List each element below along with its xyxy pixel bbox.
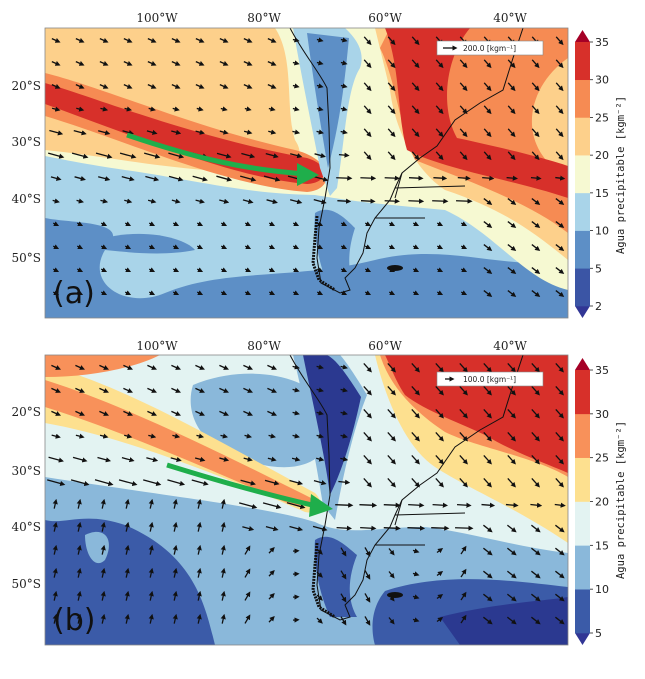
colorbar-extend-under bbox=[575, 633, 590, 645]
lat-label: 20°S bbox=[12, 79, 42, 93]
colorbar-tick-label: 35 bbox=[595, 364, 609, 377]
wind-vector-arrow bbox=[337, 201, 348, 202]
lat-label: 40°S bbox=[12, 192, 42, 206]
colorbar-label: Agua precipitable [kgm⁻²] bbox=[615, 96, 627, 254]
lat-label: 30°S bbox=[12, 135, 42, 149]
wind-vector-arrow bbox=[360, 528, 374, 529]
wind-vector-arrow bbox=[361, 201, 373, 202]
lon-label: 80°W bbox=[247, 11, 281, 25]
lon-label: 60°W bbox=[368, 339, 402, 353]
wind-vector-arrow bbox=[360, 178, 373, 179]
wind-vector-arrow bbox=[482, 178, 492, 179]
wind-vector-arrow bbox=[455, 528, 471, 529]
colorbar-tick-label: 30 bbox=[595, 74, 609, 87]
colorbar-extend-under bbox=[575, 306, 590, 318]
lon-label: 40°W bbox=[493, 11, 527, 25]
wind-vector-arrow bbox=[385, 201, 398, 202]
lat-label: 50°S bbox=[12, 251, 42, 265]
wind-vector-arrow bbox=[339, 155, 347, 156]
colorbar-label: Agua precipitable [kgm⁻²] bbox=[615, 421, 627, 579]
colorbar-segment bbox=[575, 193, 590, 231]
colorbar-segment bbox=[575, 458, 590, 502]
panel-label: (b) bbox=[53, 603, 95, 638]
lat-label: 30°S bbox=[12, 464, 42, 478]
wind-vector-arrow bbox=[433, 505, 446, 506]
wind-vector-arrow bbox=[385, 178, 398, 179]
colorbar-tick-label: 25 bbox=[595, 111, 609, 124]
lon-label: 40°W bbox=[493, 339, 527, 353]
wind-vector-arrow bbox=[457, 505, 469, 506]
falkland-islands bbox=[387, 265, 403, 271]
colorbar-tick-label: 10 bbox=[595, 225, 609, 238]
wind-vector-arrow bbox=[555, 178, 562, 179]
colorbar-segment bbox=[575, 117, 590, 155]
wind-vector-arrow bbox=[409, 178, 421, 179]
wind-vector-arrow bbox=[432, 201, 446, 202]
wind-vector-arrow bbox=[531, 178, 539, 179]
wind-vector-arrow bbox=[458, 178, 468, 179]
legend-text: 100.0 [kgm⁻¹] bbox=[463, 375, 516, 384]
colorbar-tick-label: 20 bbox=[595, 149, 609, 162]
lon-label: 80°W bbox=[247, 339, 281, 353]
colorbar-segment bbox=[575, 42, 590, 80]
lat-label: 50°S bbox=[12, 577, 42, 591]
colorbar-segment bbox=[575, 589, 590, 633]
vector-legend: 200.0 [kgm⁻¹] bbox=[437, 41, 543, 55]
colorbar-tick-label: 20 bbox=[595, 496, 609, 509]
colorbar-extend-over bbox=[575, 30, 590, 42]
colorbar-tick-label: 2 bbox=[595, 300, 602, 313]
colorbar-segment bbox=[575, 268, 590, 306]
wind-vector-arrow bbox=[359, 505, 374, 506]
colorbar-tick-label: 25 bbox=[595, 452, 609, 465]
wind-vector-arrow bbox=[337, 528, 350, 529]
vector-legend: 100.0 [kgm⁻¹] bbox=[437, 372, 543, 386]
wind-vector-arrow bbox=[408, 201, 421, 202]
map-panel-b: 100.0 [kgm⁻¹] (b) bbox=[45, 355, 568, 645]
wind-vector-arrow bbox=[431, 528, 447, 529]
colorbar-tick-label: 5 bbox=[595, 262, 602, 275]
lon-label: 60°W bbox=[368, 11, 402, 25]
colorbar-segment bbox=[575, 231, 590, 269]
colorbar-segment bbox=[575, 80, 590, 118]
wind-vector-arrow bbox=[408, 505, 422, 506]
colorbar-tick-label: 5 bbox=[595, 627, 602, 640]
colorbar-b: 35 30 25 20 15 10 5 bbox=[575, 358, 609, 645]
wind-vector-arrow bbox=[507, 178, 516, 179]
wind-vector-arrow bbox=[384, 528, 398, 529]
lon-label: 100°W bbox=[136, 339, 178, 353]
colorbar-tick-label: 15 bbox=[595, 187, 609, 200]
colorbar-a: 35 30 25 20 15 10 5 2 bbox=[575, 30, 609, 318]
wind-vector-arrow bbox=[336, 178, 350, 179]
colorbar-segment bbox=[575, 502, 590, 546]
lon-label: 100°W bbox=[136, 11, 178, 25]
colorbar-segment bbox=[575, 155, 590, 193]
wind-vector-arrow bbox=[407, 528, 422, 529]
colorbar-tick-label: 10 bbox=[595, 583, 609, 596]
colorbar-segment bbox=[575, 414, 590, 458]
map-panel-a: 200.0 [kgm⁻¹] (a) bbox=[45, 28, 568, 318]
colorbar-tick-label: 15 bbox=[595, 539, 609, 552]
panel-label: (a) bbox=[53, 276, 95, 311]
wind-vector-arrow bbox=[433, 178, 444, 179]
colorbar-segment bbox=[575, 545, 590, 589]
wind-vector-arrow bbox=[506, 505, 516, 506]
lat-label: 40°S bbox=[12, 520, 42, 534]
colorbar-extend-over bbox=[575, 358, 590, 370]
lat-label: 20°S bbox=[12, 405, 42, 419]
wind-vector-arrow bbox=[335, 505, 351, 506]
wind-vector-arrow bbox=[384, 505, 398, 506]
colorbar-tick-label: 30 bbox=[595, 408, 609, 421]
colorbar-segment bbox=[575, 370, 590, 414]
legend-text: 200.0 [kgm⁻¹] bbox=[463, 44, 516, 53]
colorbar-tick-label: 35 bbox=[595, 36, 609, 49]
wind-vector-arrow bbox=[481, 505, 492, 506]
